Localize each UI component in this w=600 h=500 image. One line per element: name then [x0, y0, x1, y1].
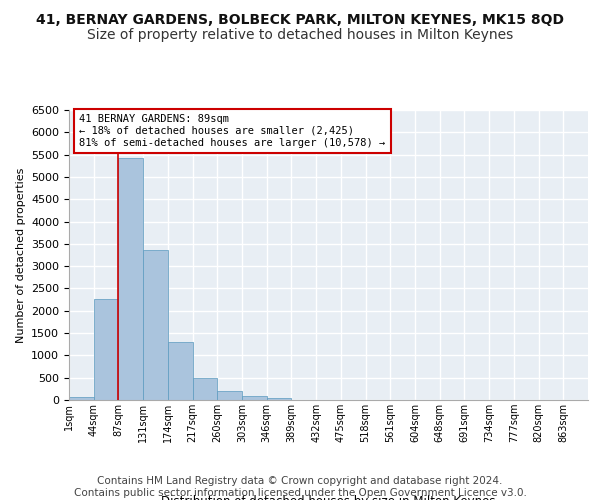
Bar [118, 158, 143, 400]
Bar [94, 298, 118, 400]
Text: Size of property relative to detached houses in Milton Keynes: Size of property relative to detached ho… [87, 28, 513, 42]
Text: 41 BERNAY GARDENS: 89sqm
← 18% of detached houses are smaller (2,425)
81% of sem: 41 BERNAY GARDENS: 89sqm ← 18% of detach… [79, 114, 386, 148]
Bar [242, 396, 267, 400]
Bar [143, 250, 168, 400]
Bar [267, 398, 292, 400]
Text: 41, BERNAY GARDENS, BOLBECK PARK, MILTON KEYNES, MK15 8QD: 41, BERNAY GARDENS, BOLBECK PARK, MILTON… [36, 12, 564, 26]
Bar [168, 342, 193, 400]
Bar [193, 378, 217, 400]
Text: Contains HM Land Registry data © Crown copyright and database right 2024.
Contai: Contains HM Land Registry data © Crown c… [74, 476, 526, 498]
Bar [69, 397, 94, 400]
Y-axis label: Number of detached properties: Number of detached properties [16, 168, 26, 342]
Bar [217, 392, 242, 400]
X-axis label: Distribution of detached houses by size in Milton Keynes: Distribution of detached houses by size … [161, 495, 496, 500]
